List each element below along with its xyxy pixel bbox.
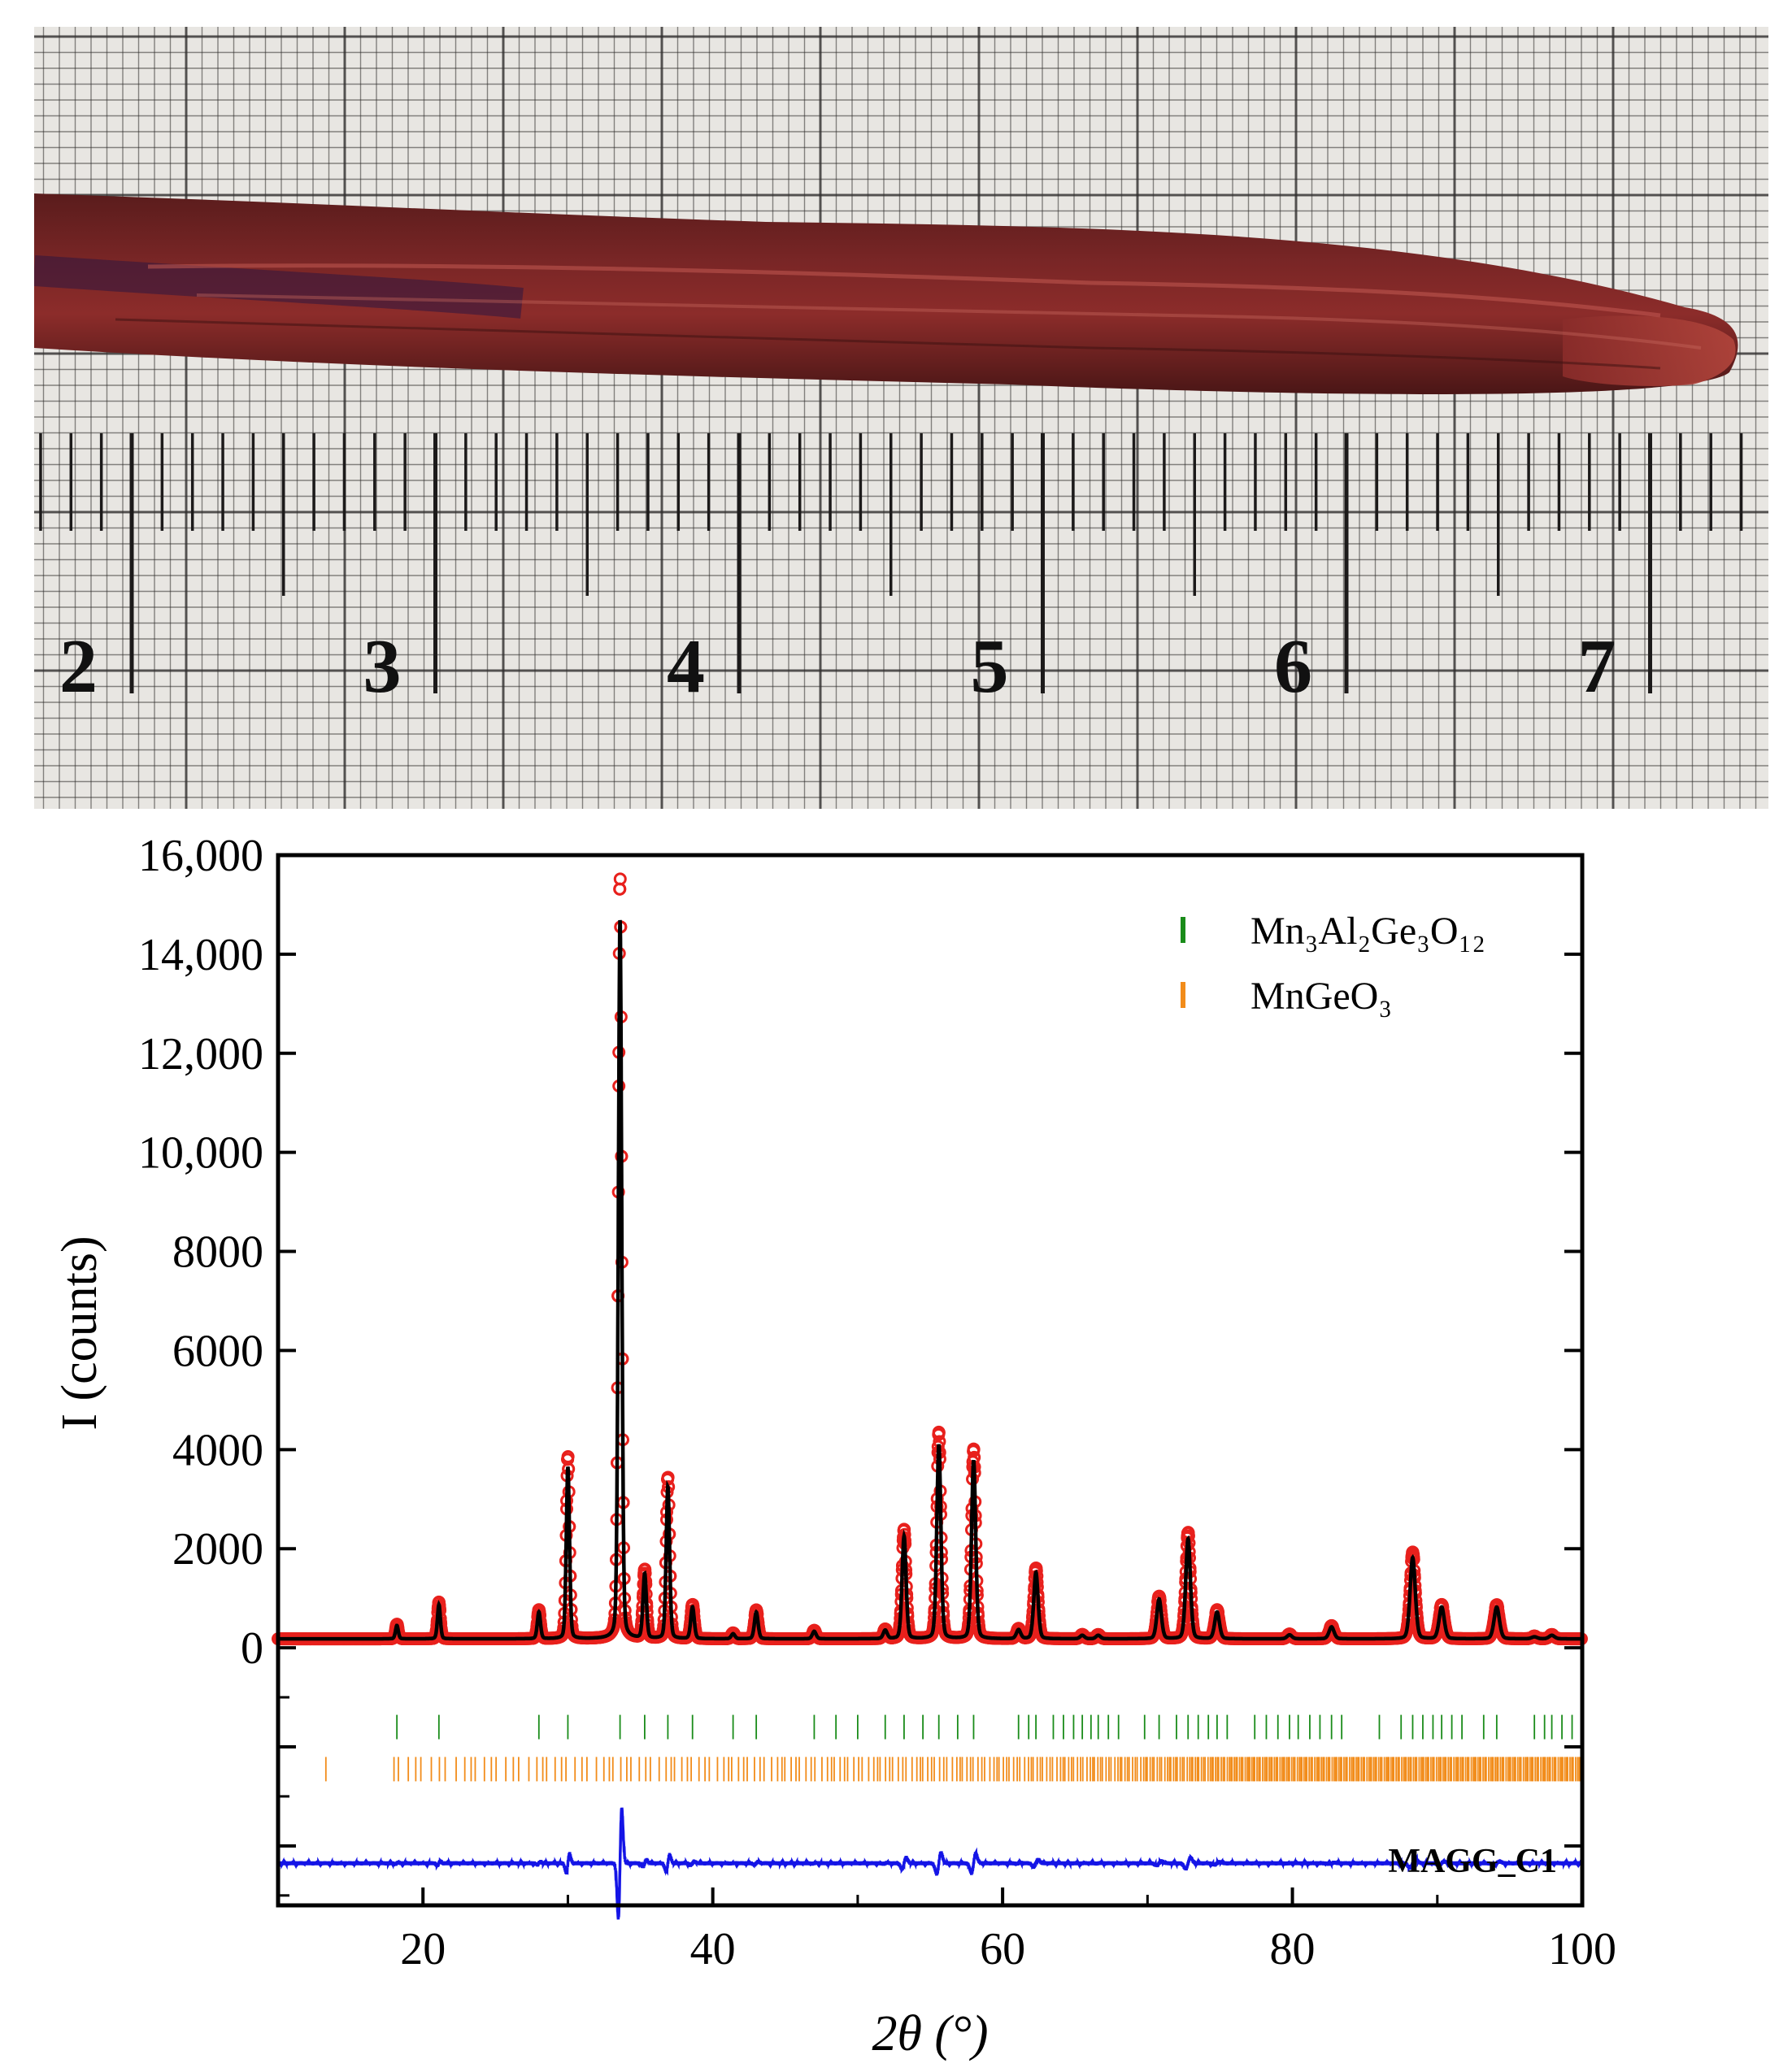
- chart-canvas: 0 2000 4000 6000 8000 10,000 12,000 14,000 16,00…: [52, 831, 1616, 2061]
- graph-paper-background: [34, 27, 1768, 809]
- x-axis-label: 2θ (°): [872, 2006, 988, 2061]
- ruler-number: 2: [59, 624, 98, 709]
- ruler-number: 4: [667, 624, 705, 709]
- y-tick-label: 14,000: [138, 930, 263, 980]
- y-tick-label: 10,000: [138, 1128, 263, 1179]
- xrd-refinement-chart: 0 2000 4000 6000 8000 10,000 12,000 14,000 16,00…: [0, 813, 1792, 2068]
- y-tick-label: 16,000: [138, 831, 263, 881]
- ruler-number: 6: [1274, 624, 1312, 709]
- ruler-number: 5: [971, 624, 1009, 709]
- calculated-line: [278, 919, 1582, 1641]
- x-tick-label: 100: [1548, 1924, 1616, 1974]
- sample-rod: [33, 193, 1738, 394]
- observed-point: [613, 872, 627, 886]
- reflection-row-garnet: [396, 1714, 1573, 1740]
- legend-marker-mngeo3: [1181, 982, 1185, 1008]
- y-axis-label: I (counts): [52, 1236, 107, 1430]
- sample-label: MAGG_C1: [1388, 1843, 1557, 1880]
- difference-line: [276, 1807, 1584, 1920]
- ruler-number: 3: [363, 624, 402, 709]
- y-tick-label: 2000: [172, 1524, 263, 1575]
- y-tick-label: 8000: [172, 1227, 263, 1278]
- ruler-numbers: 2 3 4 5 6 7: [59, 624, 1616, 709]
- x-tick-label: 80: [1270, 1924, 1316, 1974]
- observed-point: [561, 1450, 575, 1464]
- y-tick-label: 4000: [172, 1425, 263, 1475]
- sample-photo-drawing: 2 3 4 5 6 7: [26, 27, 1768, 809]
- legend-marker-garnet: [1181, 917, 1185, 943]
- sample-photo: 2 3 4 5 6 7: [26, 27, 1768, 809]
- legend-label-garnet: Mn₃Al₂Ge₃O₁₂: [1250, 910, 1485, 953]
- y-tick-label: 6000: [172, 1326, 263, 1376]
- reflection-row-mngeo3: [324, 1757, 1581, 1782]
- legend: Mn₃Al₂Ge₃O₁₂ MnGeO₃: [1181, 910, 1485, 1018]
- ruler-scale: [39, 433, 1743, 693]
- y-tick-label: 12,000: [138, 1029, 263, 1079]
- y-tick-label: 0: [241, 1623, 263, 1674]
- x-tick-label: 20: [400, 1924, 446, 1974]
- x-tick-label: 60: [980, 1924, 1025, 1974]
- x-tick-label: 40: [690, 1924, 736, 1974]
- legend-label-mngeo3: MnGeO₃: [1250, 975, 1392, 1018]
- ruler-number: 7: [1578, 624, 1616, 709]
